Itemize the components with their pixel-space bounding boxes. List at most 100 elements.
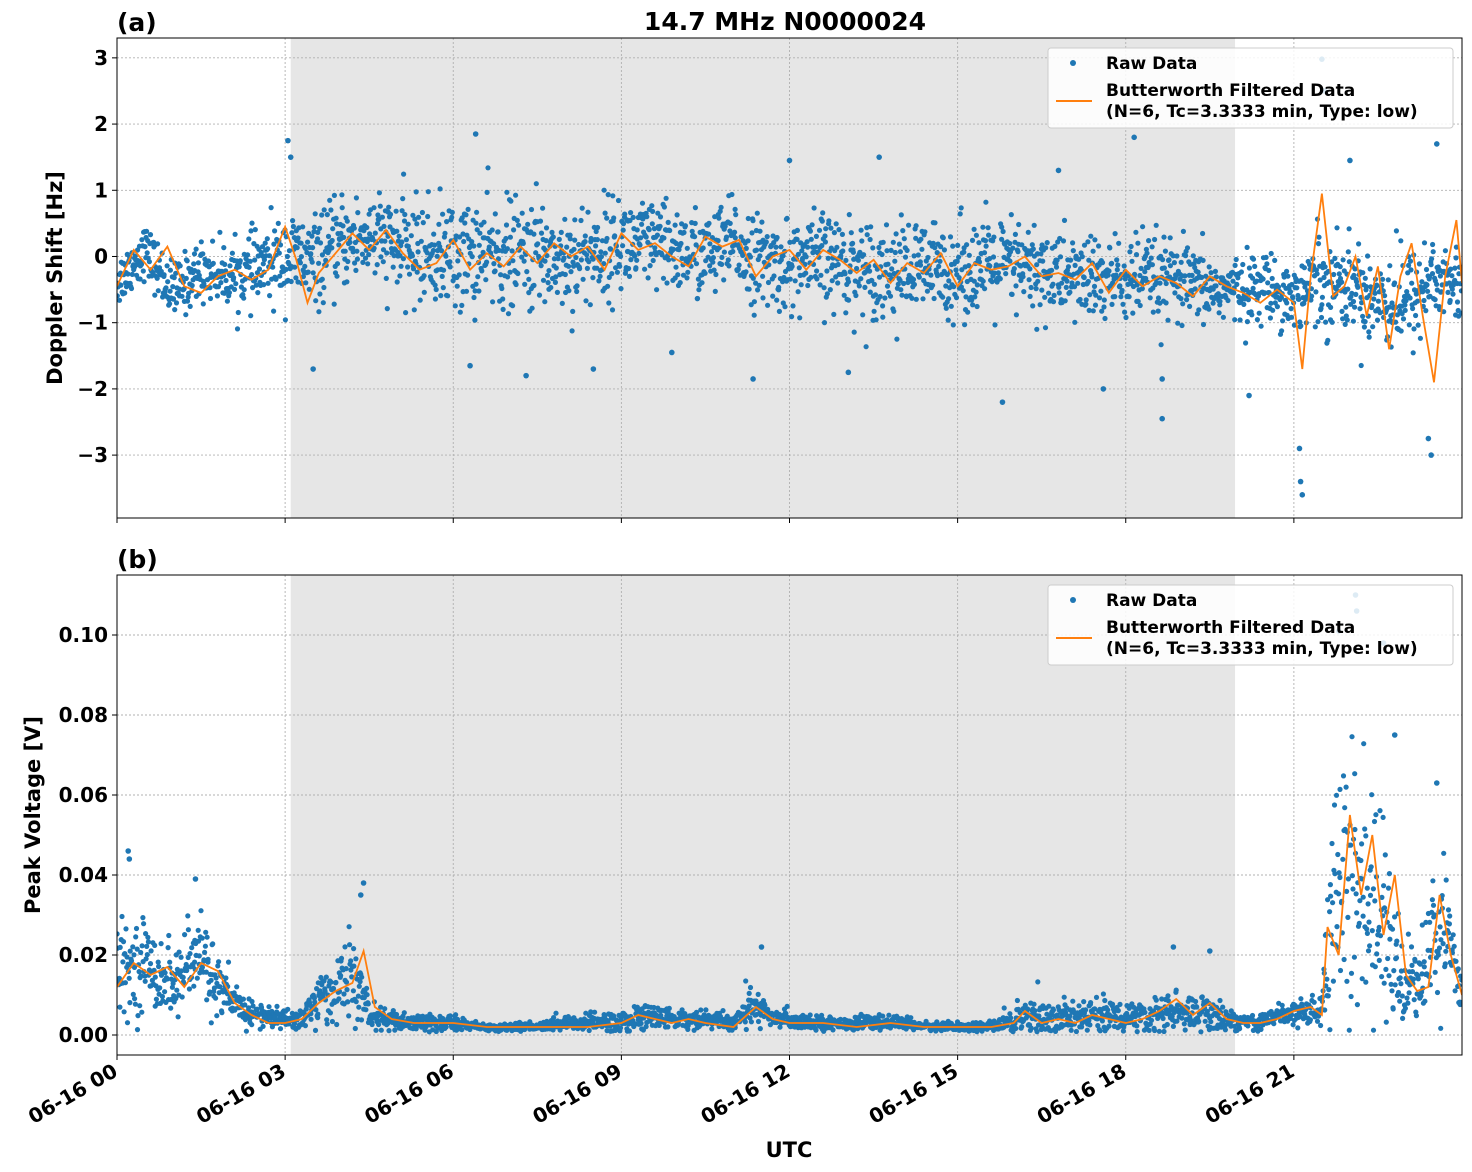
raw-data-point — [947, 234, 954, 240]
raw-data-point — [1093, 994, 1100, 1001]
raw-data-point — [811, 205, 817, 211]
raw-data-point — [469, 239, 475, 245]
raw-data-point — [1003, 271, 1009, 277]
raw-data-point — [237, 258, 243, 264]
raw-data-point — [1016, 221, 1022, 228]
raw-data-point — [477, 230, 483, 236]
raw-data-point — [1109, 260, 1115, 266]
raw-data-point — [1030, 246, 1036, 252]
raw-data-point — [1225, 297, 1231, 304]
y-axis-label: Doppler Shift [Hz] — [43, 171, 67, 385]
raw-data-point — [1088, 233, 1094, 239]
raw-data-point — [189, 282, 195, 289]
raw-data-point — [293, 275, 299, 281]
raw-data-point — [1184, 297, 1190, 303]
raw-data-point — [366, 211, 372, 217]
raw-data-point — [397, 273, 403, 279]
raw-data-point — [620, 221, 627, 227]
raw-data-point — [284, 253, 290, 260]
raw-data-point — [1084, 1027, 1090, 1033]
raw-data-point — [344, 279, 350, 285]
raw-data-point — [403, 310, 409, 316]
raw-data-point — [142, 978, 148, 984]
raw-data-point — [601, 187, 607, 193]
raw-data-point — [555, 256, 561, 262]
raw-data-point — [479, 268, 485, 274]
raw-data-point — [204, 997, 210, 1003]
raw-data-point — [217, 984, 223, 990]
raw-data-point — [692, 234, 698, 240]
raw-data-point — [297, 260, 303, 266]
raw-data-point — [1374, 282, 1380, 288]
raw-data-point — [1138, 265, 1144, 271]
raw-data-point — [626, 273, 633, 279]
raw-data-point — [1333, 286, 1339, 292]
raw-data-point — [1042, 294, 1048, 300]
raw-data-point — [1067, 1013, 1073, 1019]
raw-data-point — [191, 983, 197, 989]
raw-data-point — [453, 1012, 459, 1018]
raw-data-point — [709, 249, 715, 255]
raw-data-point — [1352, 304, 1358, 310]
raw-data-point — [1267, 315, 1273, 321]
raw-data-point — [901, 280, 907, 287]
raw-data-point — [302, 245, 309, 251]
raw-data-point — [725, 257, 731, 263]
raw-data-point — [338, 955, 345, 962]
raw-data-point — [556, 236, 562, 242]
raw-data-point — [900, 228, 906, 234]
raw-data-point — [693, 1009, 700, 1016]
raw-data-point — [650, 208, 656, 214]
raw-data-point — [1346, 259, 1352, 265]
raw-data-point — [1392, 280, 1398, 286]
raw-data-point — [143, 956, 149, 962]
raw-data-point — [119, 913, 125, 920]
raw-data-point — [1189, 272, 1195, 278]
raw-data-point — [712, 288, 718, 294]
raw-data-point — [305, 239, 311, 245]
raw-data-point — [367, 231, 373, 237]
raw-data-point — [870, 245, 876, 251]
raw-data-point — [495, 229, 501, 235]
raw-data-point — [1178, 259, 1184, 265]
raw-data-point — [580, 276, 586, 282]
raw-data-point — [234, 326, 241, 332]
raw-data-point — [706, 231, 712, 237]
raw-data-point — [354, 256, 360, 262]
raw-data-point — [685, 269, 691, 275]
raw-data-point — [1117, 1001, 1123, 1008]
raw-data-point — [250, 1003, 256, 1009]
raw-data-point — [709, 1026, 715, 1032]
raw-data-point — [1133, 252, 1140, 258]
raw-data-point — [646, 227, 652, 233]
raw-data-point — [460, 231, 466, 237]
raw-data-point — [607, 246, 614, 252]
raw-data-point — [963, 294, 969, 300]
raw-data-point — [134, 946, 140, 952]
raw-data-point — [1321, 274, 1327, 281]
raw-data-point — [198, 908, 204, 914]
raw-data-point — [376, 1021, 382, 1028]
raw-data-point — [1237, 1026, 1243, 1032]
raw-data-point — [450, 1017, 457, 1024]
raw-data-point — [250, 285, 256, 291]
raw-data-point — [1134, 1029, 1140, 1035]
raw-data-point — [721, 249, 728, 255]
raw-data-point — [1271, 1021, 1277, 1027]
raw-data-point — [1019, 1024, 1025, 1030]
raw-data-point — [366, 252, 372, 258]
plot-area — [117, 56, 1462, 498]
raw-data-point — [507, 234, 513, 240]
raw-data-point — [918, 236, 924, 242]
raw-data-point — [666, 1005, 672, 1012]
raw-data-point — [1270, 307, 1276, 313]
raw-data-point — [132, 253, 138, 259]
raw-data-point — [374, 262, 380, 268]
raw-data-point — [378, 254, 384, 260]
raw-data-point — [1174, 1018, 1180, 1024]
raw-data-point — [1035, 278, 1041, 284]
raw-data-point — [1050, 299, 1057, 305]
raw-data-point — [321, 978, 327, 984]
raw-data-point — [363, 1007, 369, 1013]
raw-data-point — [196, 272, 202, 278]
